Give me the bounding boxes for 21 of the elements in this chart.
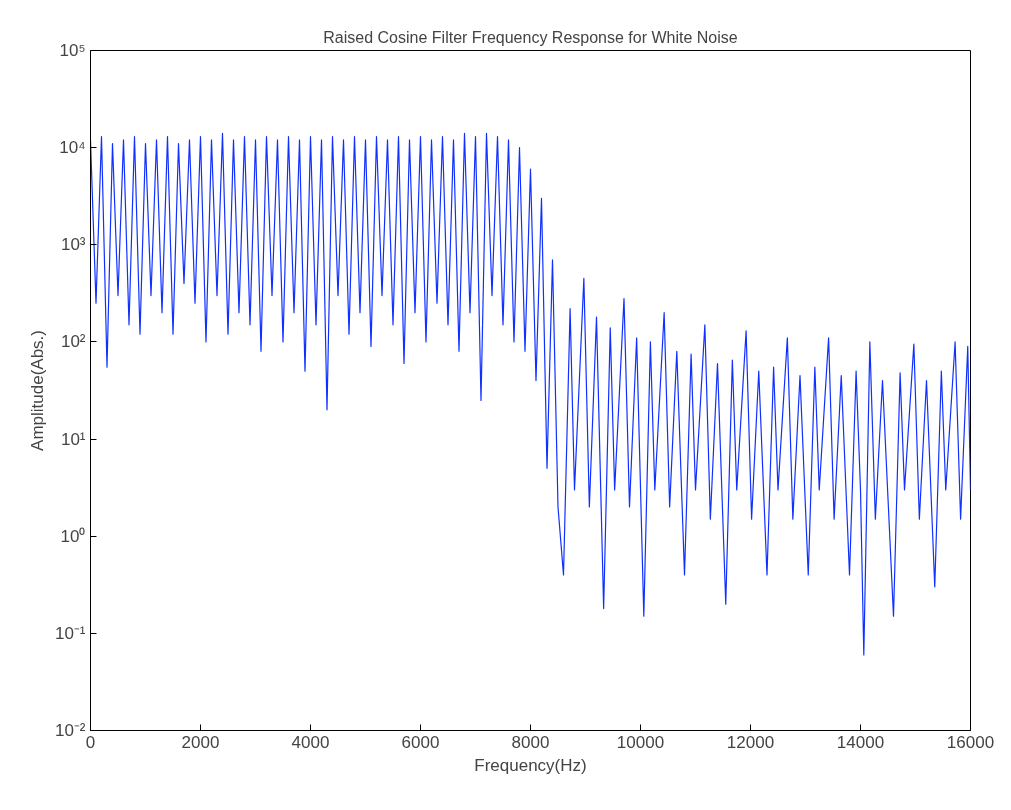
x-tick-label: 0 (85, 732, 96, 752)
x-tick-label: 12000 (726, 732, 775, 752)
y-tick-label: 10⁵ (59, 41, 86, 60)
x-tick-label: 16000 (946, 732, 995, 752)
y-tick-label: 10⁻¹ (54, 623, 86, 643)
y-tick-label: 10¹ (60, 429, 86, 449)
x-tick-label: 2000 (181, 732, 220, 752)
y-tick-label: 10⁻² (54, 721, 86, 740)
y-tick-label: 10⁰ (60, 526, 86, 546)
line-series (90, 132, 971, 656)
x-tick-label: 8000 (511, 732, 550, 752)
y-tick-label: 10² (60, 332, 86, 352)
x-tick-label: 10000 (616, 732, 665, 752)
x-axis-title: Frequency(Hz) (474, 755, 587, 775)
x-tick-label: 4000 (291, 732, 330, 752)
y-tick-label: 10⁴ (59, 138, 86, 158)
chart-title: Raised Cosine Filter Frequency Response for White Noise (323, 28, 738, 46)
x-tick-label: 6000 (401, 732, 440, 752)
x-tick-label: 14000 (836, 732, 885, 752)
y-axis-title: Amplitude(Abs.) (27, 330, 47, 451)
y-tick-label: 10³ (60, 235, 86, 255)
